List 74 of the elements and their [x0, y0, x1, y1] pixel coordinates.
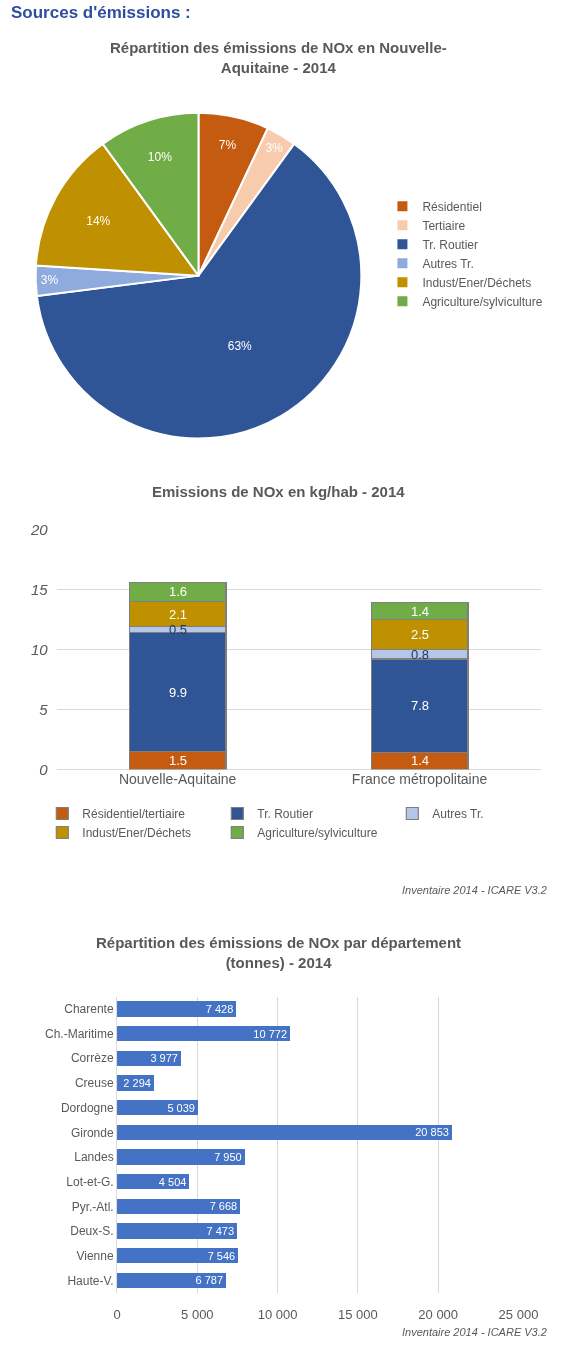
y-tick-label: 5: [39, 700, 49, 718]
y-tick-label: Haute-V.: [67, 1273, 114, 1288]
y-tick-label: Charente: [64, 1002, 114, 1017]
data-label: 63%: [227, 338, 253, 353]
data-label: 7 950: [214, 1150, 242, 1163]
data-label: 20 853: [415, 1126, 449, 1139]
bar: [117, 1198, 241, 1215]
x-tick-label: 20 000: [418, 1306, 459, 1322]
y-tick-label: Ch.-Maritime: [44, 1026, 114, 1041]
legend-label: Agriculture/sylviculture: [257, 826, 378, 841]
bar: [117, 1223, 238, 1239]
x-tick-label: 5 000: [181, 1306, 214, 1322]
data-label: 5 039: [167, 1101, 195, 1114]
y-tick-label: Vienne: [76, 1248, 114, 1263]
x-tick-label: 10 000: [257, 1306, 298, 1322]
data-label: 7 668: [209, 1200, 238, 1213]
x-tick-label: Nouvelle-Aquitaine: [118, 771, 237, 788]
x-tick-label: France métropolitaine: [351, 771, 488, 788]
chart-title: Répartition des émissions de NOx par département (tonnes) - 2014: [96, 934, 462, 971]
data-label: 2 294: [123, 1076, 151, 1089]
legend-label: Tr. Routier: [422, 237, 478, 252]
text: Inventaire 2014 - ICARE V3.2: [402, 884, 547, 896]
data-label: 10 772: [253, 1027, 288, 1040]
bar: [117, 1001, 237, 1017]
text: Inventaire 2014 - ICARE V3.2: [402, 1326, 547, 1338]
data-label: 2.1: [169, 607, 188, 622]
chart-title: Emissions de NOx en kg/hab - 2014: [152, 483, 406, 500]
legend-label: Tr. Routier: [257, 807, 313, 822]
bar: [117, 1272, 227, 1289]
y-tick-label: 20: [30, 520, 49, 538]
data-label: 1.4: [411, 753, 430, 768]
bar: [117, 1025, 291, 1042]
x-tick-label: 15 000: [338, 1306, 378, 1322]
data-label: 7 428: [205, 1002, 234, 1015]
data-label: 4 504: [158, 1175, 187, 1188]
legend-label: Autres Tr.: [432, 807, 484, 822]
legend-label: Agriculture/sylviculture: [422, 294, 543, 309]
data-label: 7%: [218, 138, 237, 153]
data-label: 6 787: [195, 1274, 224, 1287]
data-label: 7.8: [411, 698, 430, 713]
y-tick-label: 15: [31, 580, 49, 598]
y-tick-label: Creuse: [74, 1076, 114, 1091]
legend-label: Autres Tr.: [422, 256, 474, 271]
y-tick-label: Landes: [74, 1150, 114, 1165]
bar: [117, 1149, 245, 1165]
data-label: 3%: [265, 140, 284, 155]
bar: [117, 1248, 239, 1264]
data-label: 3%: [40, 273, 59, 288]
chart-title: Répartition des émissions de NOx en Nouvelle- Aquitaine - 2014: [110, 39, 447, 76]
legend-label: Indust/Ener/Déchets: [82, 826, 192, 841]
data-label: 9.9: [169, 685, 188, 700]
legend-label: Tertiaire: [422, 218, 466, 233]
bar: [117, 1124, 452, 1140]
y-tick-label: Corrèze: [70, 1051, 114, 1066]
data-label: 7 473: [206, 1225, 235, 1238]
data-label: 10%: [147, 150, 173, 165]
legend-label: Résidentiel: [422, 199, 482, 214]
data-label: 14%: [86, 213, 111, 228]
y-tick-label: Dordogne: [60, 1100, 114, 1115]
y-tick-label: Pyr.-Atl.: [71, 1199, 114, 1214]
y-tick-label: Deux-S.: [70, 1224, 114, 1239]
data-label: 1.4: [411, 604, 430, 619]
x-tick-label: 25 000: [498, 1306, 539, 1322]
data-label: 7 546: [207, 1249, 236, 1262]
data-label: 1.6: [169, 584, 188, 599]
y-tick-label: Gironde: [70, 1125, 114, 1140]
y-tick-label: Lot-et-G.: [66, 1174, 114, 1189]
data-label: 3 977: [150, 1052, 178, 1065]
source-note: Sources d'émissions :: [11, 3, 191, 22]
data-label: 2.5: [411, 627, 430, 642]
data-label: 1.5: [169, 753, 188, 768]
legend-label: Résidentiel/tertiaire: [82, 807, 186, 822]
legend-label: Indust/Ener/Déchets: [422, 275, 532, 290]
y-tick-label: 10: [31, 640, 49, 658]
